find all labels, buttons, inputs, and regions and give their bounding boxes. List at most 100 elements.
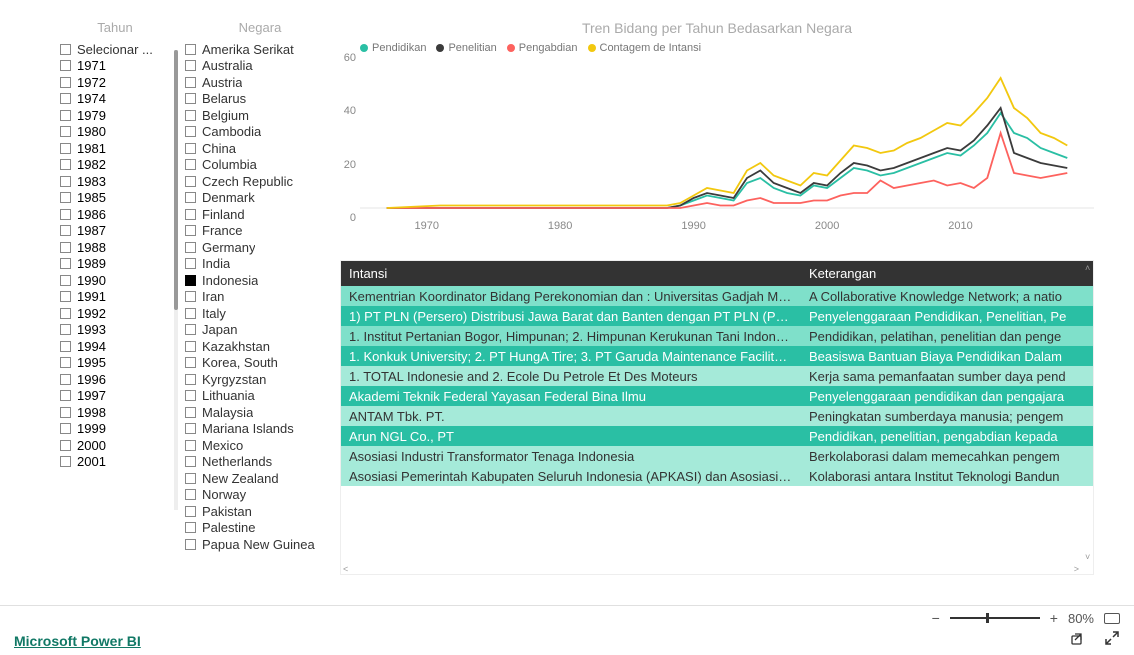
checkbox-icon[interactable]: [60, 60, 71, 71]
scroll-right-icon[interactable]: >: [1074, 564, 1079, 574]
checkbox-icon[interactable]: [60, 77, 71, 88]
checkbox-icon[interactable]: [60, 159, 71, 170]
checkbox-icon[interactable]: [60, 291, 71, 302]
slicer-item[interactable]: 1993: [60, 322, 170, 339]
slicer-item[interactable]: 1997: [60, 388, 170, 405]
slicer-item[interactable]: Finland: [185, 206, 335, 223]
checkbox-icon[interactable]: [60, 341, 71, 352]
slicer-item[interactable]: 1990: [60, 272, 170, 289]
zoom-out-button[interactable]: −: [932, 610, 940, 626]
checkbox-icon[interactable]: [185, 110, 196, 121]
slicer-item[interactable]: 1981: [60, 140, 170, 157]
slicer-item[interactable]: Japan: [185, 322, 335, 339]
scroll-left-icon[interactable]: <: [343, 564, 348, 574]
table-row[interactable]: Asosiasi Industri Transformator Tenaga I…: [341, 446, 1093, 466]
share-icon[interactable]: [1070, 630, 1086, 649]
slicer-item[interactable]: Denmark: [185, 190, 335, 207]
checkbox-icon[interactable]: [60, 192, 71, 203]
checkbox-icon[interactable]: [185, 456, 196, 467]
slicer-item[interactable]: Pakistan: [185, 503, 335, 520]
checkbox-icon[interactable]: [60, 126, 71, 137]
checkbox-icon[interactable]: [185, 522, 196, 533]
slicer-item[interactable]: 1980: [60, 124, 170, 141]
checkbox-icon[interactable]: [185, 374, 196, 385]
slicer-item[interactable]: 1983: [60, 173, 170, 190]
table-row[interactable]: ANTAM Tbk. PT.Peningkatan sumberdaya man…: [341, 406, 1093, 426]
checkbox-icon[interactable]: [185, 324, 196, 335]
legend-item[interactable]: Contagem de Intansi: [588, 42, 702, 54]
legend-item[interactable]: Pendidikan: [360, 42, 426, 54]
slicer-item[interactable]: 1995: [60, 355, 170, 372]
table-row[interactable]: Arun NGL Co., PTPendidikan, penelitian, …: [341, 426, 1093, 446]
checkbox-icon[interactable]: [185, 390, 196, 401]
checkbox-icon[interactable]: [60, 357, 71, 368]
checkbox-icon[interactable]: [60, 390, 71, 401]
slicer-item[interactable]: 1994: [60, 338, 170, 355]
scrollbar-tahun[interactable]: [174, 50, 178, 510]
checkbox-icon[interactable]: [60, 275, 71, 286]
checkbox-icon[interactable]: [60, 440, 71, 451]
slicer-item[interactable]: Kazakhstan: [185, 338, 335, 355]
slicer-item[interactable]: Cambodia: [185, 124, 335, 141]
table-row[interactable]: Kementrian Koordinator Bidang Perekonomi…: [341, 286, 1093, 306]
slicer-item[interactable]: Mexico: [185, 437, 335, 454]
table-row[interactable]: Akademi Teknik Federal Yayasan Federal B…: [341, 386, 1093, 406]
checkbox-icon[interactable]: [185, 44, 196, 55]
th-keterangan[interactable]: Keterangan: [801, 261, 1093, 286]
checkbox-icon[interactable]: [60, 110, 71, 121]
table-row[interactable]: 1. TOTAL Indonesie and 2. Ecole Du Petro…: [341, 366, 1093, 386]
powerbi-brand-link[interactable]: Microsoft Power BI: [14, 633, 141, 649]
checkbox-icon[interactable]: [185, 242, 196, 253]
slicer-item[interactable]: Kyrgyzstan: [185, 371, 335, 388]
checkbox-icon[interactable]: [185, 291, 196, 302]
checkbox-icon[interactable]: [185, 308, 196, 319]
th-intansi[interactable]: Intansi: [341, 261, 801, 286]
checkbox-icon[interactable]: [60, 44, 71, 55]
slicer-item[interactable]: Norway: [185, 487, 335, 504]
checkbox-icon[interactable]: [185, 176, 196, 187]
checkbox-icon[interactable]: [60, 324, 71, 335]
slicer-item[interactable]: 1992: [60, 305, 170, 322]
table-scroll-v[interactable]: ˄ ˅: [1083, 261, 1093, 564]
slicer-item[interactable]: 2001: [60, 454, 170, 471]
slicer-item[interactable]: Columbia: [185, 157, 335, 174]
checkbox-icon[interactable]: [185, 539, 196, 550]
slicer-item[interactable]: Selecionar ...: [60, 41, 170, 58]
checkbox-icon[interactable]: [60, 225, 71, 236]
checkbox-icon[interactable]: [185, 423, 196, 434]
slicer-item[interactable]: Belarus: [185, 91, 335, 108]
slicer-item[interactable]: China: [185, 140, 335, 157]
checkbox-icon[interactable]: [185, 407, 196, 418]
slicer-item[interactable]: 1991: [60, 289, 170, 306]
slicer-item[interactable]: Mariana Islands: [185, 421, 335, 438]
slicer-item[interactable]: Iran: [185, 289, 335, 306]
checkbox-icon[interactable]: [185, 225, 196, 236]
fit-to-page-icon[interactable]: [1104, 613, 1120, 624]
slicer-item[interactable]: France: [185, 223, 335, 240]
zoom-in-button[interactable]: +: [1050, 610, 1058, 626]
slicer-item[interactable]: 1985: [60, 190, 170, 207]
checkbox-icon[interactable]: [185, 143, 196, 154]
slicer-item[interactable]: 1972: [60, 74, 170, 91]
checkbox-icon[interactable]: [185, 440, 196, 451]
slicer-item[interactable]: Amerika Serikat: [185, 41, 335, 58]
checkbox-icon[interactable]: [60, 176, 71, 187]
line-chart[interactable]: Tren Bidang per Tahun Bedasarkan Negara …: [340, 20, 1094, 230]
legend-item[interactable]: Pengabdian: [507, 42, 578, 54]
checkbox-icon[interactable]: [185, 77, 196, 88]
slicer-item[interactable]: Malaysia: [185, 404, 335, 421]
slicer-item[interactable]: 1974: [60, 91, 170, 108]
checkbox-icon[interactable]: [60, 143, 71, 154]
slicer-item[interactable]: 1971: [60, 58, 170, 75]
checkbox-icon[interactable]: [60, 407, 71, 418]
checkbox-icon[interactable]: [185, 489, 196, 500]
slicer-item[interactable]: 1988: [60, 239, 170, 256]
fullscreen-icon[interactable]: [1104, 630, 1120, 649]
legend-item[interactable]: Penelitian: [436, 42, 496, 54]
slicer-item[interactable]: Lithuania: [185, 388, 335, 405]
zoom-slider-thumb[interactable]: [986, 613, 989, 623]
checkbox-icon[interactable]: [185, 357, 196, 368]
table-row[interactable]: Asosiasi Pemerintah Kabupaten Seluruh In…: [341, 466, 1093, 486]
checkbox-icon[interactable]: [185, 275, 196, 286]
table-row[interactable]: 1. Institut Pertanian Bogor, Himpunan; 2…: [341, 326, 1093, 346]
